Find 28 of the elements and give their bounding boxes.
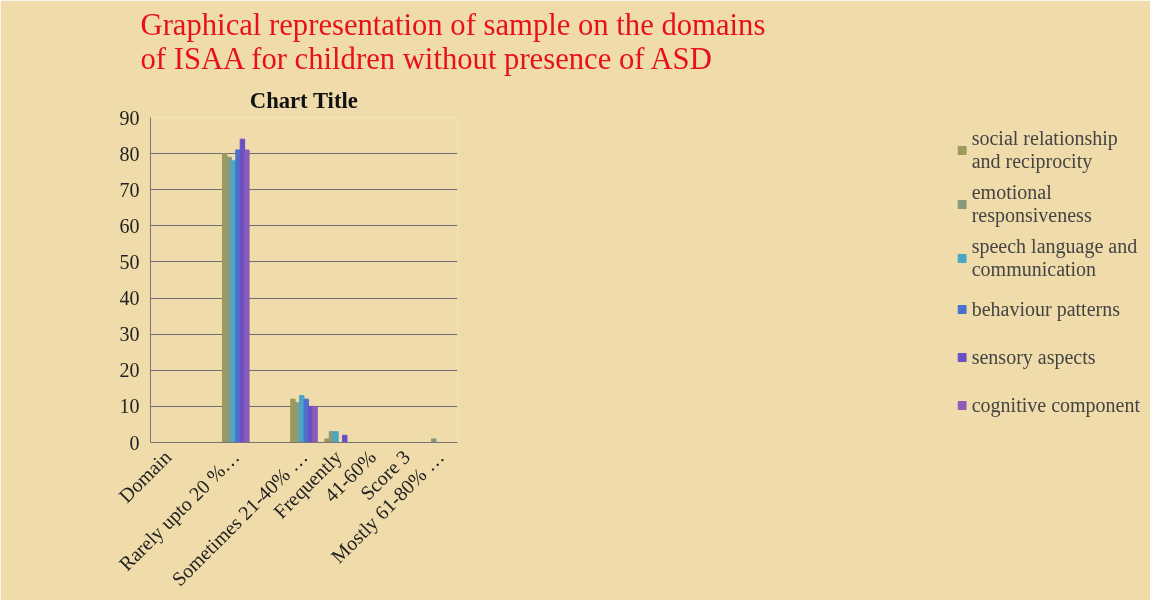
y-tick-label: 10 <box>119 395 140 418</box>
bar <box>226 156 232 443</box>
legend-label: behaviour patterns <box>971 296 1120 323</box>
y-tick-label: 0 <box>129 431 140 454</box>
bar <box>324 438 330 443</box>
legend-label: cognitive component <box>971 392 1140 419</box>
bar <box>303 398 309 443</box>
bar <box>342 434 348 443</box>
y-tick-label: 60 <box>119 214 140 237</box>
y-tick-label: 90 <box>119 106 140 129</box>
y-tick-label: 80 <box>119 142 140 165</box>
y-tick-label: 70 <box>119 178 140 201</box>
y-tick-label: 30 <box>119 323 140 346</box>
bar <box>312 405 318 443</box>
legend-label: social relationship and reciprocity <box>971 127 1118 173</box>
bar <box>235 149 241 443</box>
bar <box>431 438 437 443</box>
y-tick-label: 40 <box>119 287 140 310</box>
y-tick-label: 50 <box>119 250 140 273</box>
bar <box>244 149 250 443</box>
bar <box>294 402 301 443</box>
legend-label: emotional responsiveness <box>971 181 1092 227</box>
y-tick-label: 20 <box>119 359 140 382</box>
chart-subtitle: Chart Title <box>249 87 358 113</box>
bar <box>333 431 339 443</box>
chart-title: Graphical representation of sample on the domains of ISAA for children without presence of ASD <box>140 7 766 76</box>
legend-label: sensory aspects <box>971 344 1096 371</box>
legend-label: speech language and communication <box>971 235 1138 281</box>
